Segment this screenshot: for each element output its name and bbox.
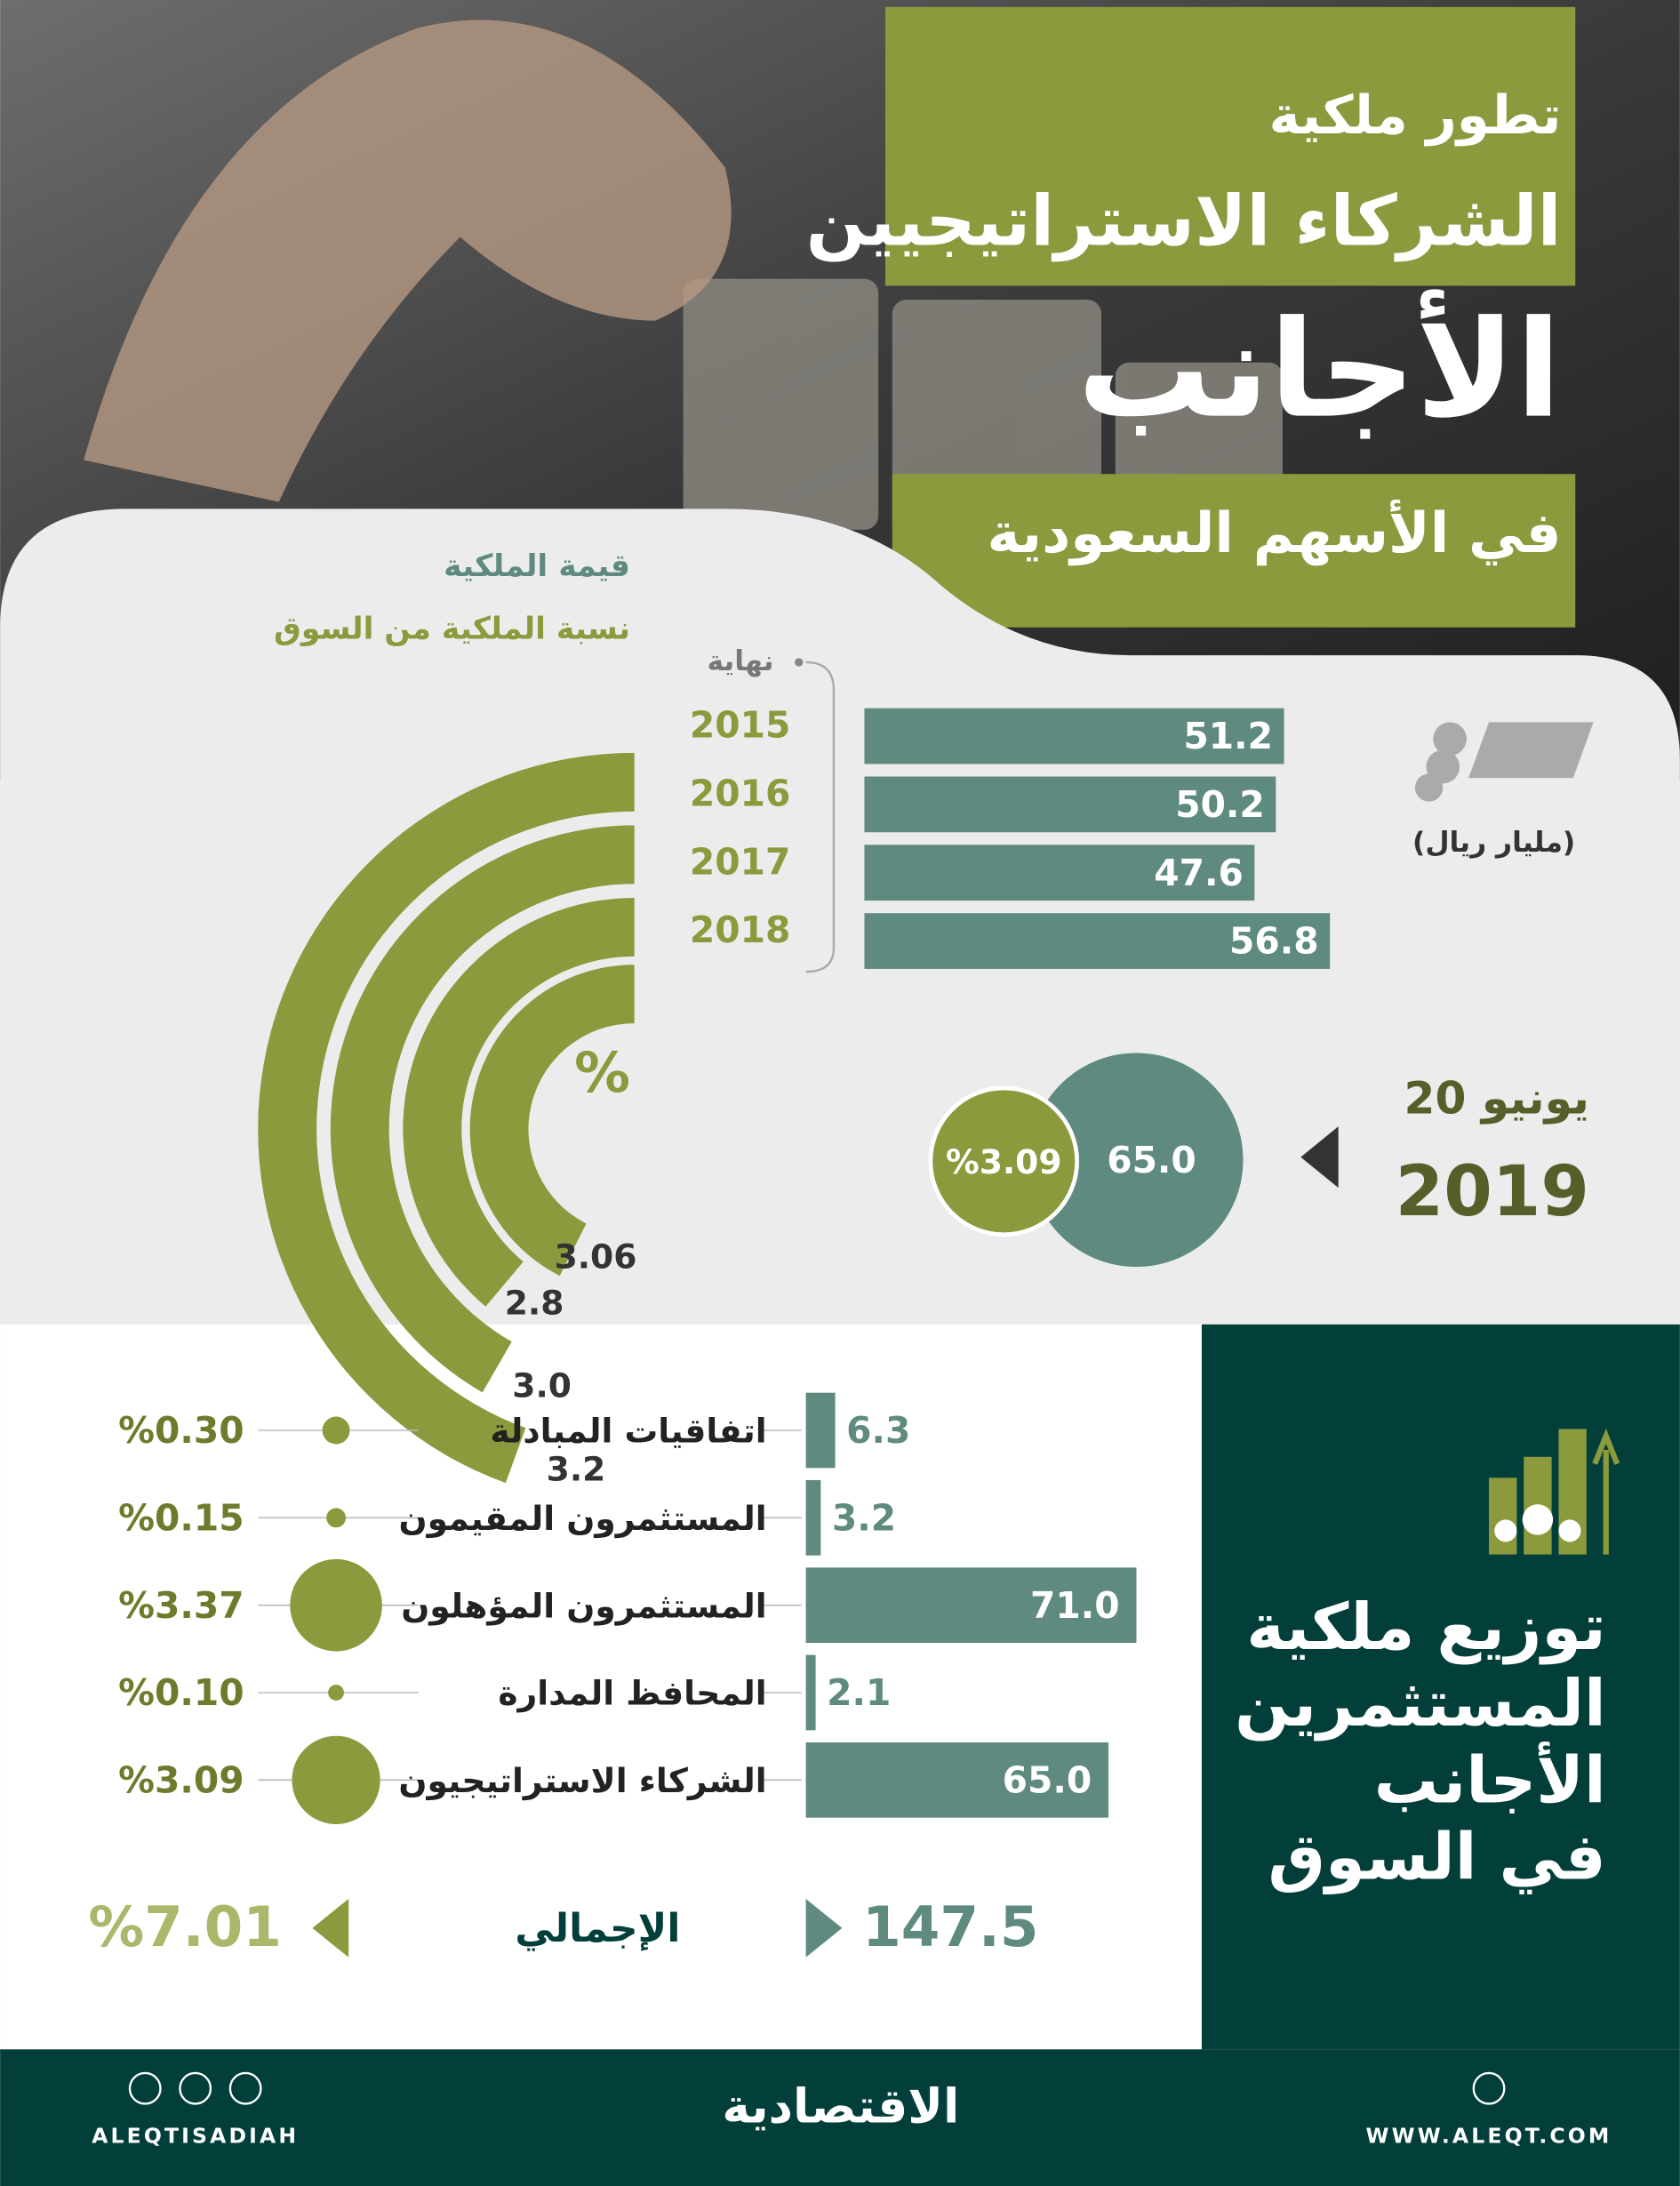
share-label: 3.0 xyxy=(512,1366,572,1405)
latest-share-label: %3.09 xyxy=(946,1142,1062,1181)
category-label: المحافظ المدارة xyxy=(498,1674,766,1713)
legend-share: نسبة الملكية من السوق xyxy=(274,611,630,646)
money-icon xyxy=(1414,722,1594,802)
distribution-title: توزيع ملكية xyxy=(1246,1590,1606,1665)
share-label: 2.8 xyxy=(505,1283,564,1322)
latest-value-circle xyxy=(1028,1053,1244,1268)
category-label: المستثمرون المؤهلون xyxy=(401,1586,766,1625)
latest-share-circle xyxy=(928,1085,1080,1237)
bracket-dot xyxy=(795,658,804,667)
percent-symbol: % xyxy=(574,1040,630,1105)
unit-label: (مليار ريال) xyxy=(1412,827,1575,859)
share-arc xyxy=(469,965,635,1277)
bar-label: 3.2 xyxy=(832,1496,896,1539)
bar xyxy=(805,1654,816,1731)
total-label: الإجمالي xyxy=(515,1906,680,1951)
year-label: 2018 xyxy=(690,909,790,951)
title: في الأسهم السعودية xyxy=(988,499,1562,566)
title: الأجانب xyxy=(1077,290,1562,448)
distribution-panel xyxy=(0,1324,1202,2050)
hand xyxy=(84,20,732,502)
title-box xyxy=(892,474,1576,628)
distribution-title: المستثمرين xyxy=(1235,1667,1606,1742)
title: الشركاء الاستراتيجيين xyxy=(806,181,1562,262)
footer-brand: الاقتصادية xyxy=(722,2078,959,2134)
bar-label: 51.2 xyxy=(1183,715,1273,757)
share-dot xyxy=(290,1558,382,1652)
bar xyxy=(805,1392,836,1469)
share-dot xyxy=(322,1416,350,1445)
category-label: الشركاء الاستراتيجيون xyxy=(398,1761,766,1800)
bar-label: 6.3 xyxy=(846,1409,910,1452)
share-dot xyxy=(292,1735,380,1824)
distribution-title: في السوق xyxy=(1268,1821,1606,1895)
share-label: %0.15 xyxy=(118,1496,244,1539)
bar-label: 71.0 xyxy=(1030,1584,1120,1627)
share-arc xyxy=(258,752,635,1484)
bar xyxy=(864,913,1331,969)
bar-label: 65.0 xyxy=(1003,1758,1092,1801)
share-dot xyxy=(326,1508,347,1528)
bar-label: 56.8 xyxy=(1229,920,1319,963)
share-arc xyxy=(330,825,635,1393)
total-value: 147.5 xyxy=(862,1894,1038,1959)
footer-website: WWW.ALEQT.COM xyxy=(1366,2124,1612,2149)
year-label: 2017 xyxy=(690,840,790,883)
share-label: 3.2 xyxy=(547,1450,606,1489)
share-label: %3.09 xyxy=(118,1758,244,1801)
distribution-icon xyxy=(1489,1428,1620,1555)
pointer xyxy=(1300,1126,1339,1189)
share-label: %0.10 xyxy=(118,1671,244,1714)
bar-label: 47.6 xyxy=(1154,852,1244,894)
bar-label: 50.2 xyxy=(1175,783,1265,826)
latest-value-label: 65.0 xyxy=(1107,1139,1196,1181)
pointer xyxy=(805,1898,843,1958)
year-label: 2016 xyxy=(690,772,790,814)
bracket xyxy=(805,661,836,973)
bar xyxy=(805,1567,1137,1644)
pointer xyxy=(312,1898,349,1958)
period-label: نهاية xyxy=(707,645,773,677)
bar-label: 2.1 xyxy=(827,1671,891,1714)
share-arc xyxy=(403,897,635,1307)
legend-value: قيمة الملكية xyxy=(444,549,630,584)
latest-year: 2019 xyxy=(1396,1151,1589,1232)
title: تطور ملكية xyxy=(1268,85,1561,147)
footer xyxy=(0,2049,1680,2186)
share-label: %3.37 xyxy=(118,1584,244,1627)
social-icons xyxy=(128,2071,1506,2105)
year-label: 2015 xyxy=(690,704,790,747)
footer-handle: ALEQTISADIAH xyxy=(92,2124,299,2149)
share-label: 3.06 xyxy=(555,1237,637,1276)
total-share: %7.01 xyxy=(88,1894,282,1959)
bar xyxy=(864,845,1255,901)
category-label: اتفاقيات المبادلة xyxy=(490,1412,766,1451)
bar xyxy=(805,1480,821,1556)
bar xyxy=(864,708,1284,765)
share-dot xyxy=(328,1685,345,1701)
bar xyxy=(805,1742,1109,1818)
distribution-title: الأجانب xyxy=(1374,1741,1606,1818)
category-label: المستثمرون المقيمون xyxy=(399,1499,767,1538)
latest-day: 20 يونيو xyxy=(1404,1071,1589,1125)
bar xyxy=(864,776,1276,833)
share-label: %0.30 xyxy=(118,1409,244,1452)
title-box xyxy=(884,6,1576,286)
